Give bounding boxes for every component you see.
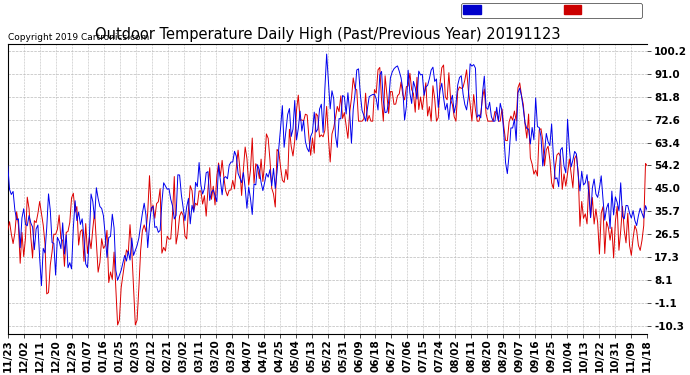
Title: Outdoor Temperature Daily High (Past/Previous Year) 20191123: Outdoor Temperature Daily High (Past/Pre… bbox=[95, 27, 560, 42]
Legend: Previous  (°F), Past  (°F): Previous (°F), Past (°F) bbox=[461, 3, 642, 18]
Text: Copyright 2019 Cartronics.com: Copyright 2019 Cartronics.com bbox=[8, 33, 149, 42]
